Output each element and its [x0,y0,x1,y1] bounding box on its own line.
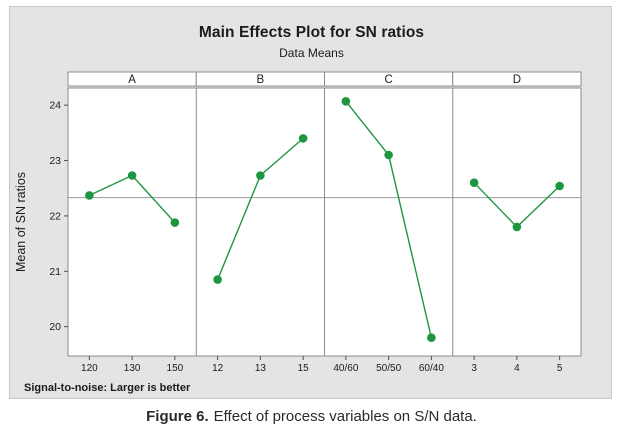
data-point-marker [555,181,564,191]
y-tick-label: 22 [49,210,61,222]
panel-label: A [128,74,136,86]
data-point-marker [384,150,393,160]
data-point-marker [213,275,222,284]
x-tick-label: 12 [212,363,224,374]
x-tick-label: 5 [557,363,563,374]
x-tick-label: 13 [255,363,267,374]
data-point-marker [512,222,522,232]
data-point-marker [85,191,94,200]
data-point-marker [298,134,308,143]
figure-caption: Figure 6. Effect of process variables on … [0,408,623,425]
x-tick-label: 3 [471,363,477,374]
panel-label: D [513,74,521,86]
figure-caption-prefix: Figure 6. [146,408,209,425]
panel-label: B [257,74,265,86]
data-point-marker [127,171,137,180]
x-tick-label: 150 [167,363,184,374]
x-tick-label: 130 [124,363,141,374]
chart-title: Main Effects Plot for SN ratios [198,24,425,41]
chart-subtitle: Data Means [279,46,344,60]
panel-label: C [384,74,392,86]
data-point-marker [341,96,351,106]
y-tick-label: 21 [49,266,61,278]
x-tick-label: 40/60 [333,363,358,374]
signal-to-noise-footnote: Signal-to-noise: Larger is better [24,382,191,394]
data-point-marker [256,171,265,180]
figure-caption-text: Effect of process variables on S/N data. [213,408,477,425]
y-tick-label: 23 [49,155,61,167]
y-tick-label: 24 [49,100,61,112]
y-tick-label: 20 [49,321,61,333]
data-point-marker [469,178,479,187]
data-point-marker [170,218,180,227]
panel-header [452,71,582,87]
x-tick-label: 120 [81,363,98,374]
x-tick-label: 50/50 [376,363,401,374]
x-tick-label: 60/40 [419,363,444,374]
x-tick-label: 4 [514,363,520,374]
data-point-marker [427,333,436,343]
x-tick-label: 15 [298,363,310,374]
